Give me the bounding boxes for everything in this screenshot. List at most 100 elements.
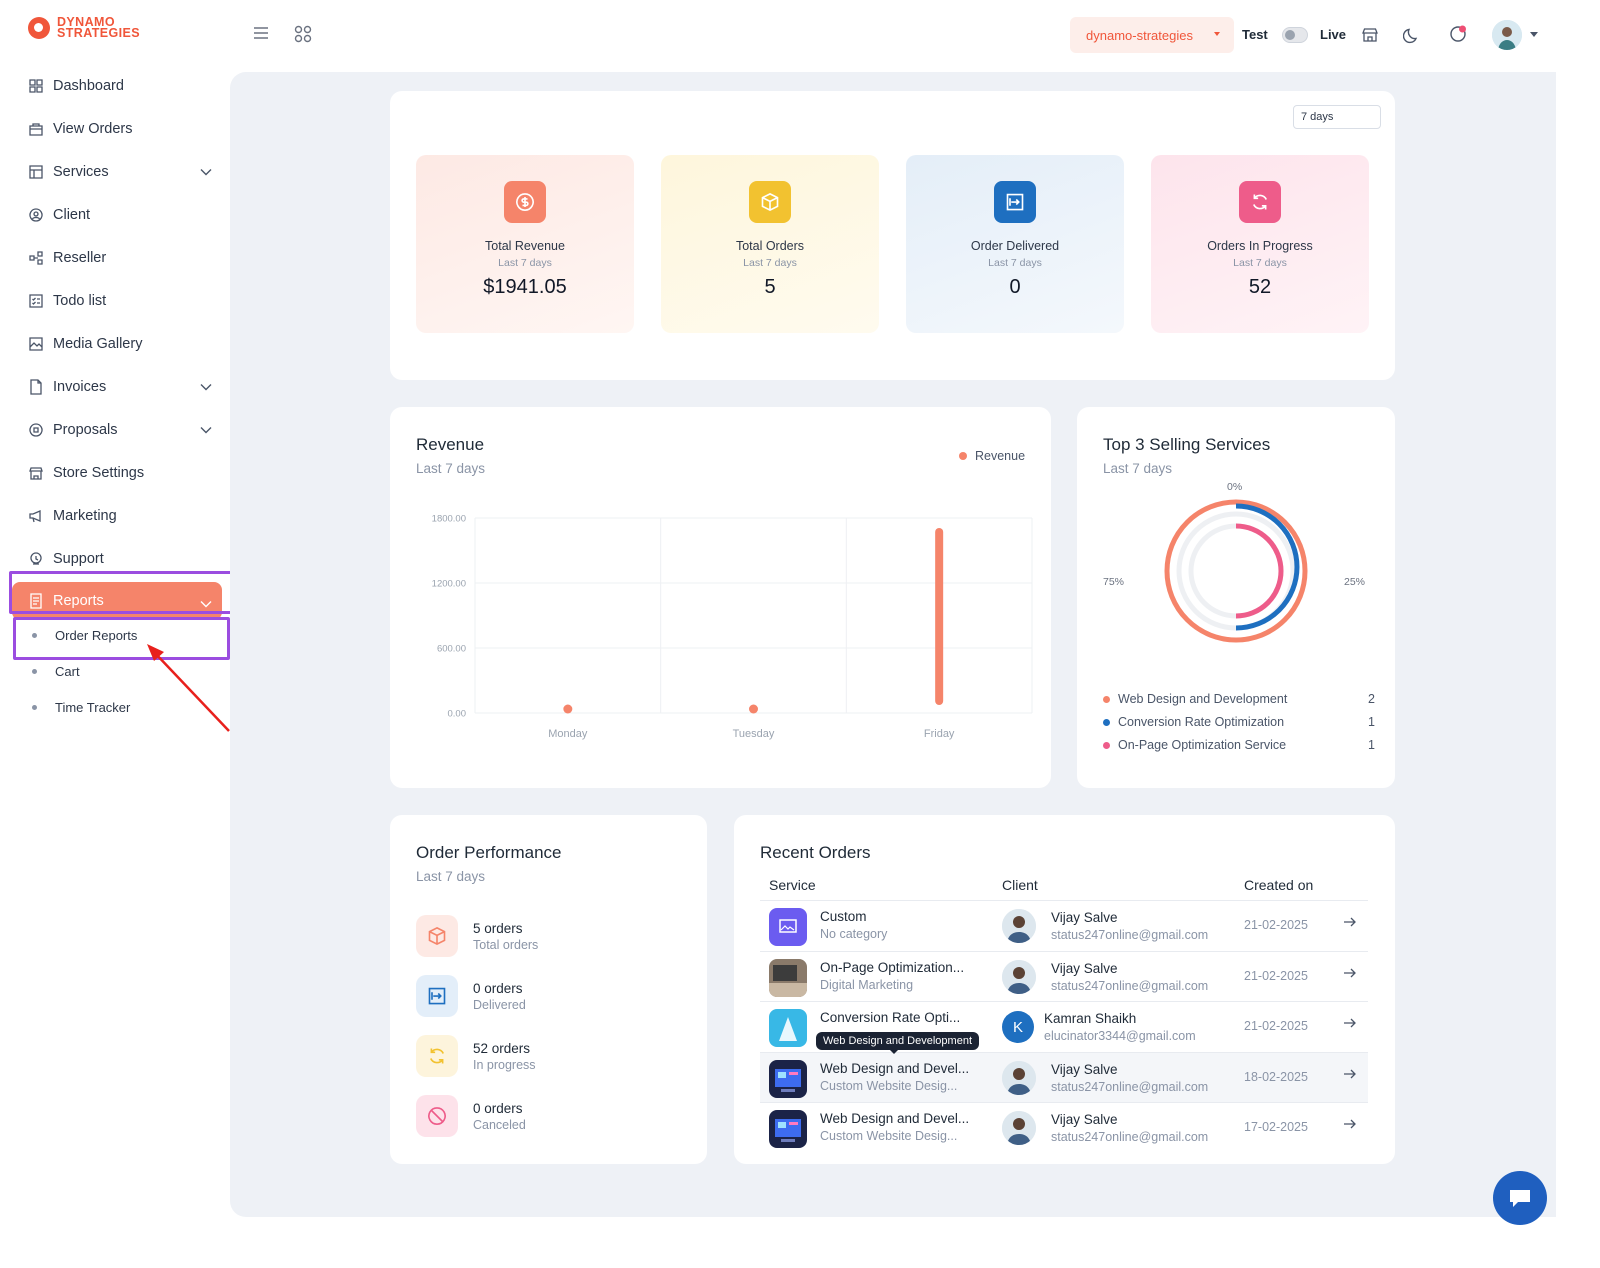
revenue-bar-friday[interactable] bbox=[935, 528, 944, 705]
arrow-right-icon[interactable] bbox=[1343, 1118, 1357, 1130]
orders-icon bbox=[29, 122, 43, 136]
service-name[interactable]: On-Page Optimization... bbox=[820, 959, 965, 975]
caret-down-icon bbox=[1214, 32, 1220, 36]
table-row[interactable]: Conversion Rate Opti... K Kamran Shaikh elu… bbox=[760, 1001, 1368, 1052]
donut-label-left: 75% bbox=[1103, 576, 1125, 588]
revenue-card: Revenue Last 7 days Revenue 1800.00 1200.… bbox=[390, 407, 1051, 788]
avatar-caret-icon[interactable] bbox=[1530, 32, 1538, 38]
mode-live-label: Live bbox=[1320, 27, 1347, 42]
service-category: No category bbox=[820, 927, 888, 941]
stat-subtitle: Last 7 days bbox=[498, 257, 552, 269]
sidebar-item-client[interactable]: Client bbox=[12, 193, 222, 236]
table-row[interactable]: On-Page Optimization... Digital Marketing… bbox=[760, 950, 1368, 1002]
refresh-icon bbox=[430, 1048, 444, 1064]
created-date: 21-02-2025 bbox=[1244, 918, 1308, 932]
dashboard-icon bbox=[29, 78, 43, 93]
submenu-item-order-reports[interactable]: Order Reports bbox=[0, 617, 236, 653]
sidebar-item-services[interactable]: Services bbox=[12, 150, 222, 193]
table-row[interactable]: Web Design and Devel... Custom Website De… bbox=[760, 1051, 1368, 1103]
mode-test-label: Test bbox=[1242, 27, 1268, 42]
date-range-select[interactable]: 7 days bbox=[1293, 105, 1381, 129]
x-tick-label: Monday bbox=[548, 728, 588, 740]
bullet-icon bbox=[32, 704, 37, 710]
sidebar-item-store-settings[interactable]: Store Settings bbox=[12, 451, 222, 494]
topbar: dynamo-strategies Test Live bbox=[236, 0, 1600, 70]
sidebar-item-support[interactable]: Support bbox=[12, 537, 222, 580]
client-avatar bbox=[1002, 959, 1036, 994]
hamburger-menu-icon[interactable] bbox=[253, 25, 269, 41]
arrow-right-icon[interactable] bbox=[1343, 1068, 1357, 1080]
notifications-icon[interactable] bbox=[1448, 24, 1468, 44]
service-name[interactable]: Web Design and Devel... bbox=[820, 1111, 970, 1126]
sidebar-item-label: Dashboard bbox=[53, 77, 124, 94]
y-tick-label: 600.00 bbox=[437, 644, 466, 655]
col-header-created: Created on bbox=[1244, 877, 1314, 893]
dark-mode-moon-icon[interactable] bbox=[1403, 26, 1421, 44]
highlight-box-order-reports bbox=[13, 617, 230, 660]
order-performance-card: Order Performance Last 7 days 5 orders To… bbox=[390, 815, 707, 1164]
service-name[interactable]: Web Design and Devel... bbox=[820, 1060, 970, 1076]
chat-support-button[interactable] bbox=[1493, 1171, 1547, 1225]
top-services-card: Top 3 Selling Services Last 7 days 0% 75… bbox=[1077, 407, 1395, 788]
sidebar: DYNAMO STRATEGIES Dashboard View Orders Se… bbox=[0, 0, 236, 1268]
arrow-right-icon[interactable] bbox=[1343, 967, 1357, 979]
stat-value: 0 bbox=[1009, 276, 1021, 298]
service-name[interactable]: Conversion Rate Opti... bbox=[820, 1010, 961, 1025]
y-tick-label: 1200.00 bbox=[432, 579, 466, 590]
proposal-icon bbox=[29, 422, 43, 437]
apps-grid-icon[interactable] bbox=[294, 25, 312, 43]
revenue-point-tuesday[interactable] bbox=[749, 704, 758, 714]
store-selector[interactable]: dynamo-strategies bbox=[1070, 17, 1234, 53]
top-service-name: Conversion Rate Optimization bbox=[1118, 715, 1285, 729]
client-avatar bbox=[1002, 1111, 1036, 1145]
table-row[interactable]: Web Design and Devel... Custom Website De… bbox=[760, 1102, 1368, 1153]
sidebar-item-dashboard[interactable]: Dashboard bbox=[12, 64, 222, 107]
legend-dot bbox=[1103, 695, 1110, 703]
performance-count: 52 orders bbox=[473, 1040, 531, 1056]
arrow-right-icon[interactable] bbox=[1343, 1017, 1357, 1029]
stat-card-order-delivered: Order Delivered Last 7 days 0 bbox=[906, 155, 1124, 333]
submenu-item-cart[interactable]: Cart bbox=[0, 653, 236, 689]
sidebar-item-view-orders[interactable]: View Orders bbox=[12, 107, 222, 150]
user-avatar[interactable] bbox=[1492, 20, 1522, 50]
service-category: Custom Website Desig... bbox=[820, 1129, 958, 1143]
arrow-right-icon[interactable] bbox=[1343, 916, 1357, 928]
created-date: 17-02-2025 bbox=[1244, 1120, 1308, 1134]
revenue-point-monday[interactable] bbox=[563, 704, 573, 714]
sidebar-item-proposals[interactable]: Proposals bbox=[12, 408, 222, 451]
client-email: status247online@gmail.com bbox=[1051, 928, 1209, 942]
client-avatar bbox=[1002, 909, 1036, 943]
client-email: elucinator3344@gmail.com bbox=[1044, 1029, 1196, 1043]
performance-row: 0 orders Canceled bbox=[416, 1095, 526, 1137]
performance-label: Canceled bbox=[473, 1117, 526, 1132]
service-name[interactable]: Custom bbox=[820, 909, 867, 924]
legend-dot bbox=[1103, 718, 1110, 726]
service-thumbnail-icon bbox=[769, 908, 807, 946]
sidebar-item-todo-list[interactable]: Todo list bbox=[12, 279, 222, 322]
storefront-icon[interactable] bbox=[1361, 26, 1379, 44]
sidebar-nav: Dashboard View Orders Services Client Resell… bbox=[12, 64, 222, 620]
sidebar-item-label: Services bbox=[53, 163, 109, 180]
stat-title: Total Orders bbox=[735, 239, 805, 253]
sidebar-item-reseller[interactable]: Reseller bbox=[12, 236, 222, 279]
top-service-count: 2 bbox=[1368, 692, 1375, 706]
table-row[interactable]: Custom No category Vijay Salve status247onl… bbox=[760, 900, 1368, 951]
x-tick-label: Tuesday bbox=[733, 728, 775, 740]
service-category: Custom Website Desig... bbox=[820, 1078, 958, 1093]
sidebar-item-label: Todo list bbox=[53, 292, 107, 309]
chevron-down-icon bbox=[200, 169, 212, 176]
sidebar-item-invoices[interactable]: Invoices bbox=[12, 365, 222, 408]
brand-logo[interactable]: DYNAMO STRATEGIES bbox=[28, 16, 140, 39]
test-live-toggle[interactable] bbox=[1282, 27, 1308, 43]
client-avatar-icon bbox=[1002, 959, 1036, 994]
submenu-label: Order Reports bbox=[55, 627, 138, 643]
sidebar-item-label: View Orders bbox=[53, 120, 133, 137]
performance-count: 5 orders bbox=[473, 920, 523, 936]
service-category: Digital Marketing bbox=[820, 977, 914, 992]
client-email: status247online@gmail.com bbox=[1051, 978, 1209, 993]
megaphone-icon bbox=[29, 509, 41, 522]
sidebar-item-marketing[interactable]: Marketing bbox=[12, 494, 222, 537]
submenu-item-time-tracker[interactable]: Time Tracker bbox=[0, 689, 236, 725]
box-icon bbox=[761, 192, 779, 212]
sidebar-item-media-gallery[interactable]: Media Gallery bbox=[12, 322, 222, 365]
